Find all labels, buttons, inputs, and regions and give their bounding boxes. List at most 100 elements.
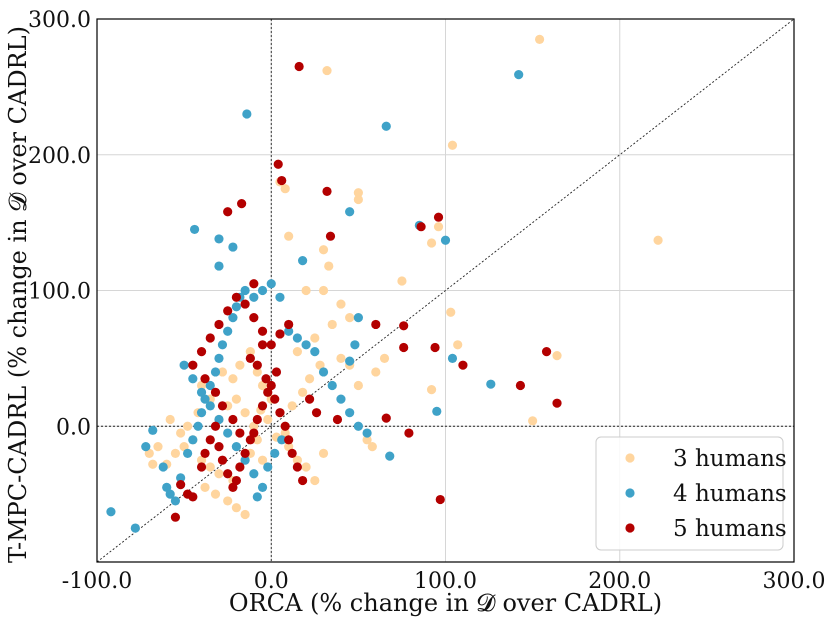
data-point [210, 367, 221, 377]
data-point [200, 448, 210, 458]
data-point [266, 380, 276, 391]
data-point [284, 435, 294, 445]
legend-label: 4 humans [673, 481, 787, 507]
data-point [292, 462, 302, 472]
data-point [336, 394, 346, 404]
data-point [310, 346, 320, 357]
x-axis-title: ORCA (% change in 𝓓 over CADRL) [229, 589, 662, 617]
data-point [231, 442, 241, 452]
data-point [277, 435, 287, 445]
data-point [106, 507, 116, 517]
data-point [416, 222, 426, 232]
data-point [353, 194, 363, 205]
legend-label: 3 humans [673, 446, 787, 472]
data-point [292, 455, 302, 465]
data-point [217, 367, 228, 377]
data-point [188, 435, 198, 445]
data-point [257, 401, 268, 411]
legend-marker [625, 523, 635, 533]
data-point [130, 523, 140, 533]
data-point [345, 207, 355, 217]
data-point [205, 462, 215, 472]
data-point [240, 299, 250, 309]
data-point [217, 401, 228, 411]
data-point [534, 34, 545, 44]
data-point [298, 256, 308, 266]
data-point [292, 333, 302, 343]
data-point [252, 367, 262, 377]
data-point [257, 285, 268, 296]
data-point [176, 480, 186, 490]
data-point [205, 333, 215, 343]
data-point [141, 442, 151, 452]
data-point [301, 285, 311, 296]
series-4-humans [106, 70, 524, 533]
data-point [257, 340, 268, 350]
data-point [188, 360, 198, 370]
data-point [318, 367, 329, 377]
data-point [453, 340, 463, 350]
data-point [430, 342, 440, 353]
data-point [486, 379, 496, 389]
data-point [223, 428, 233, 438]
data-point [176, 428, 186, 438]
y-tick-label: 300.0 [28, 8, 91, 33]
data-point [189, 224, 200, 235]
data-point [273, 159, 283, 169]
data-point [284, 231, 294, 241]
data-point [271, 367, 282, 377]
data-point [240, 408, 250, 418]
data-point [404, 428, 414, 438]
data-point [200, 394, 210, 404]
data-point [217, 340, 228, 350]
data-point [165, 414, 175, 425]
data-point [183, 448, 193, 458]
data-point [242, 109, 252, 119]
data-point [214, 353, 224, 363]
data-point [245, 435, 255, 445]
data-point [294, 61, 304, 72]
data-point [514, 70, 524, 80]
data-point [322, 186, 332, 197]
data-point [231, 302, 241, 312]
data-point [353, 421, 363, 431]
data-point [249, 292, 259, 302]
data-point [240, 448, 250, 458]
data-point [318, 285, 329, 296]
data-point [214, 414, 224, 425]
y-axis-title: T-MPC-CADRL (% change in 𝓓 over CADRL) [4, 26, 32, 563]
data-point [266, 279, 276, 289]
data-point [315, 360, 325, 370]
legend-box [595, 436, 784, 551]
data-point [257, 380, 268, 391]
data-point [362, 428, 372, 438]
data-point [325, 231, 336, 241]
data-point [397, 276, 407, 286]
data-point [385, 451, 395, 461]
data-point [231, 394, 241, 404]
data-point [345, 356, 355, 366]
data-point [345, 408, 355, 418]
data-point [426, 384, 437, 395]
data-point [528, 416, 538, 426]
data-point [381, 413, 391, 423]
data-point [311, 408, 322, 418]
diagonal-reference-line [96, 18, 795, 563]
data-point [270, 448, 280, 458]
data-point [245, 353, 255, 363]
data-point [257, 326, 268, 336]
data-point [252, 492, 262, 502]
data-point [214, 234, 224, 244]
data-point [196, 455, 207, 465]
data-point [257, 455, 268, 465]
data-point [217, 455, 228, 465]
legend-marker [625, 488, 635, 498]
data-point [223, 496, 233, 506]
data-point [223, 326, 233, 336]
data-point [214, 319, 224, 330]
data-point [399, 321, 409, 331]
data-point [240, 455, 250, 465]
data-point [263, 414, 273, 425]
data-point [261, 374, 271, 384]
data-point [214, 442, 224, 452]
